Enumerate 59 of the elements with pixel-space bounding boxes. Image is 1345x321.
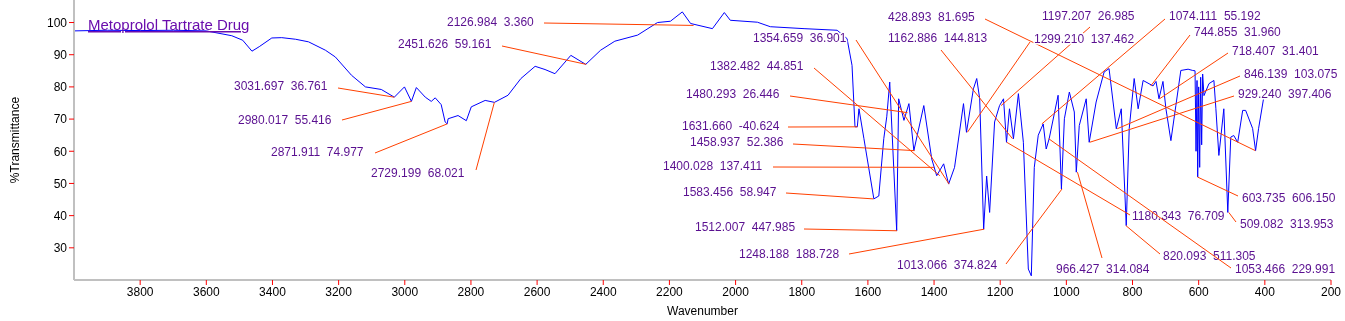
- annotation: 509.082 313.953: [1240, 217, 1334, 232]
- annotation: 744.855 31.960: [1194, 25, 1282, 40]
- y-tick-label: 60: [53, 144, 68, 159]
- y-tick-label: 90: [53, 47, 68, 62]
- annotation: 1400.028 137.411: [663, 159, 763, 174]
- annotation: 3031.697 36.761: [234, 79, 328, 94]
- x-axis-title: Wavenumber: [667, 304, 738, 318]
- x-tick-label: 2200: [656, 284, 684, 299]
- annotation: 1053.466 229.991: [1235, 262, 1336, 277]
- annotation: 1197.207 26.985: [1042, 9, 1135, 24]
- x-tick-label: 2400: [589, 284, 617, 299]
- x-tick-label: 600: [1188, 284, 1210, 299]
- annotation: 603.735 606.150: [1242, 191, 1336, 206]
- x-tick-label: 1800: [788, 284, 816, 299]
- annotation: 846.139 103.075: [1244, 67, 1338, 82]
- annotation: 2871.911 74.977: [271, 145, 364, 160]
- annotation: 1382.482 44.851: [710, 59, 804, 74]
- annotation: 1512.007 447.985: [695, 220, 796, 235]
- y-tick-label: 40: [53, 208, 68, 223]
- annotation: 1013.066 374.824: [897, 258, 998, 273]
- x-tick-label: 2800: [457, 284, 485, 299]
- annotation: 1354.659 36.901: [753, 31, 847, 46]
- x-tick-label: 1200: [986, 284, 1014, 299]
- text: Metoprolol Tartrate Drug: [88, 16, 250, 33]
- y-tick-label: 50: [53, 176, 68, 191]
- x-tick-label: 3800: [126, 284, 154, 299]
- x-tick-label: 1000: [1053, 284, 1081, 299]
- y-axis-title: %Transmittance: [8, 96, 23, 184]
- annotation: 428.893 81.695: [888, 10, 976, 25]
- annotation: 966.427 314.084: [1056, 262, 1150, 277]
- annotation: 1458.937 52.386: [690, 135, 784, 150]
- x-tick-label: 1600: [854, 284, 882, 299]
- x-tick-label: 3200: [325, 284, 353, 299]
- annotation: 1074.111 55.192: [1169, 9, 1261, 24]
- annotation: 1248.188 188.728: [739, 247, 840, 262]
- annotation: 2451.626 59.161: [398, 37, 492, 52]
- x-tick-label: 3600: [192, 284, 220, 299]
- annotation: 718.407 31.401: [1232, 44, 1320, 59]
- y-tick-label: 80: [53, 80, 68, 95]
- x-tick-label: 1400: [920, 284, 948, 299]
- y-tick-label: 30: [53, 241, 68, 256]
- x-tick-label: 200: [1320, 284, 1342, 299]
- annotation: 2729.199 68.021: [371, 166, 465, 181]
- x-tick-label: 3400: [259, 284, 287, 299]
- annotation: 820.093 511.305: [1163, 249, 1256, 264]
- x-tick-label: 800: [1122, 284, 1143, 299]
- annotation: 1480.293 26.446: [686, 87, 780, 102]
- x-tick-label: 400: [1254, 284, 1276, 299]
- y-tick-label: 70: [53, 112, 68, 127]
- x-tick-label: 3000: [391, 284, 419, 299]
- x-tick-label: 2600: [523, 284, 551, 299]
- annotation: 1631.660 -40.624: [682, 119, 780, 134]
- annotation: 1162.886 144.813: [888, 31, 988, 46]
- y-tick-label: 100: [46, 15, 68, 30]
- annotation: 2980.017 55.416: [238, 113, 332, 128]
- annotation: 2126.984 3.360: [447, 15, 535, 30]
- annotation: 1583.456 58.947: [683, 185, 777, 200]
- annotation: 929.240 397.406: [1238, 87, 1332, 102]
- x-tick-label: 2000: [722, 284, 750, 299]
